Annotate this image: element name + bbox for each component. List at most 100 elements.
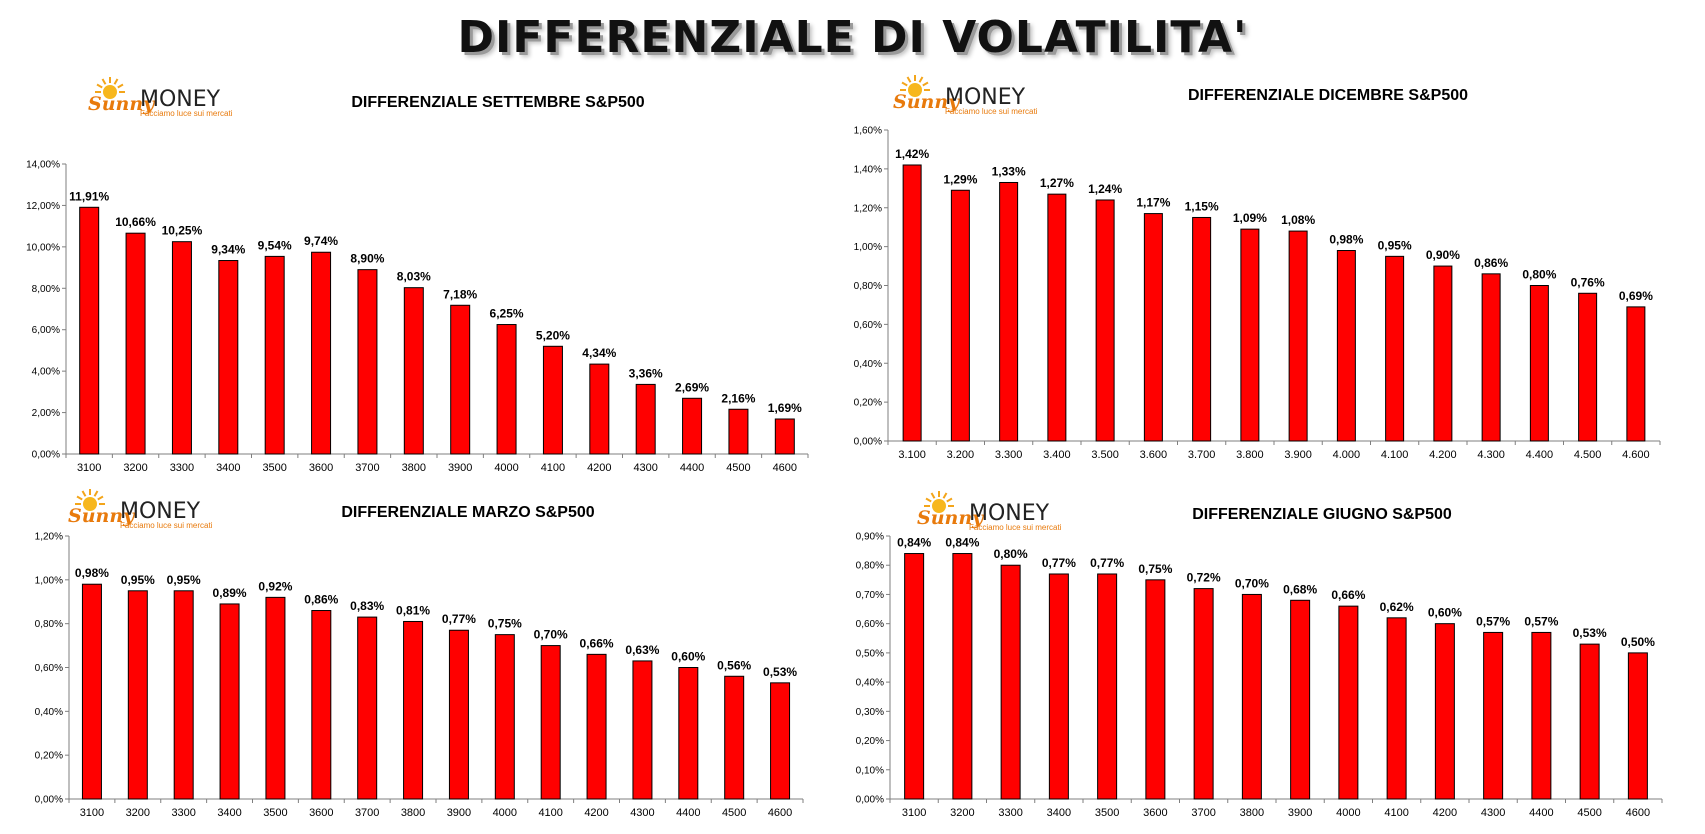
bar bbox=[1193, 588, 1214, 800]
chart-title: DIFFERENZIALE SETTEMBRE S&P500 bbox=[351, 94, 644, 111]
bar bbox=[1000, 564, 1021, 800]
bar bbox=[678, 667, 699, 800]
x-tick-label: 4400 bbox=[680, 462, 704, 474]
x-tick-label: 3200 bbox=[123, 462, 147, 474]
bar bbox=[1483, 631, 1504, 800]
x-tick-label: 3200 bbox=[126, 807, 150, 819]
x-tick-label: 3100 bbox=[77, 462, 101, 474]
x-tick-label: 3500 bbox=[263, 807, 287, 819]
x-tick-label: 4.100 bbox=[1381, 449, 1409, 461]
data-label: 1,08% bbox=[1281, 213, 1315, 227]
bar bbox=[125, 232, 146, 455]
x-tick-label: 3300 bbox=[998, 807, 1022, 819]
bar bbox=[774, 418, 795, 455]
x-tick-label: 4300 bbox=[633, 462, 657, 474]
x-tick-label: 4200 bbox=[584, 807, 608, 819]
sun-ray-icon bbox=[925, 497, 932, 503]
x-tick-label: 3400 bbox=[216, 462, 240, 474]
x-tick-label: 3.400 bbox=[1043, 449, 1071, 461]
data-label: 0,56% bbox=[717, 658, 751, 672]
y-tick-label: 2,00% bbox=[32, 408, 60, 419]
bar bbox=[632, 660, 653, 800]
data-label: 0,62% bbox=[1380, 600, 1414, 614]
data-label: 0,53% bbox=[763, 665, 797, 679]
logo-word-text: MONEY bbox=[945, 85, 1026, 110]
data-label: 0,76% bbox=[1571, 275, 1605, 289]
data-label: 0,90% bbox=[1426, 248, 1460, 262]
y-tick-label: 0,80% bbox=[854, 281, 882, 292]
data-label: 0,98% bbox=[1329, 233, 1363, 247]
data-label: 9,74% bbox=[304, 234, 338, 248]
bar bbox=[952, 553, 973, 800]
bar bbox=[403, 287, 424, 455]
x-tick-label: 4.600 bbox=[1622, 449, 1650, 461]
y-tick-label: 1,60% bbox=[854, 126, 882, 137]
data-label: 7,18% bbox=[443, 287, 477, 301]
data-label: 0,50% bbox=[1621, 635, 1655, 649]
bar bbox=[265, 596, 286, 800]
data-label: 1,42% bbox=[895, 147, 929, 161]
y-tick-label: 0,20% bbox=[35, 751, 63, 762]
bar bbox=[1048, 573, 1069, 800]
data-label: 9,34% bbox=[211, 243, 245, 257]
bar bbox=[1579, 643, 1600, 800]
bar bbox=[635, 383, 656, 455]
bar bbox=[264, 255, 285, 455]
data-label: 0,81% bbox=[396, 603, 430, 617]
data-label: 1,33% bbox=[992, 164, 1026, 178]
data-label: 0,80% bbox=[994, 547, 1028, 561]
data-label: 3,36% bbox=[629, 366, 663, 380]
x-tick-label: 3500 bbox=[262, 462, 286, 474]
logo-word-text: MONEY bbox=[969, 501, 1050, 526]
data-label: 1,29% bbox=[943, 172, 977, 186]
x-tick-label: 3600 bbox=[1143, 807, 1167, 819]
y-tick-label: 0,60% bbox=[35, 663, 63, 674]
sun-ray-icon bbox=[101, 78, 107, 85]
x-tick-label: 4200 bbox=[587, 462, 611, 474]
data-label: 0,95% bbox=[1378, 238, 1412, 252]
x-tick-label: 4600 bbox=[768, 807, 792, 819]
bar bbox=[1336, 250, 1356, 442]
y-tick-label: 14,00% bbox=[26, 160, 60, 171]
x-tick-label: 3700 bbox=[1191, 807, 1215, 819]
bar bbox=[1529, 285, 1549, 442]
x-tick-label: 4600 bbox=[773, 462, 797, 474]
chart-title: DIFFERENZIALE MARZO S&P500 bbox=[341, 504, 594, 521]
data-label: 8,03% bbox=[397, 270, 431, 284]
x-tick-label: 3.900 bbox=[1284, 449, 1312, 461]
x-tick-label: 3.600 bbox=[1140, 449, 1168, 461]
bar bbox=[496, 324, 517, 455]
x-tick-label: 4.300 bbox=[1477, 449, 1505, 461]
x-tick-label: 4500 bbox=[1577, 807, 1601, 819]
y-tick-label: 1,00% bbox=[35, 575, 63, 586]
bar bbox=[1386, 617, 1407, 800]
x-tick-label: 4100 bbox=[538, 807, 562, 819]
data-label: 1,69% bbox=[768, 401, 802, 415]
logo-tagline-text: Facciamo luce sui mercati bbox=[140, 109, 233, 118]
bar bbox=[1626, 306, 1646, 442]
bar bbox=[1385, 255, 1405, 442]
x-tick-label: 3800 bbox=[401, 807, 425, 819]
data-label: 11,91% bbox=[69, 189, 109, 203]
sun-ray-icon bbox=[946, 497, 953, 503]
sun-ray-icon bbox=[942, 492, 948, 499]
x-tick-label: 3600 bbox=[309, 462, 333, 474]
bar bbox=[1433, 265, 1453, 442]
y-tick-label: 4,00% bbox=[32, 367, 60, 378]
data-label: 2,69% bbox=[675, 380, 709, 394]
bar bbox=[1192, 216, 1212, 442]
data-label: 0,69% bbox=[1619, 289, 1653, 303]
data-label: 0,70% bbox=[1235, 576, 1269, 590]
x-tick-label: 3.500 bbox=[1091, 449, 1119, 461]
bar bbox=[173, 590, 194, 800]
y-tick-label: 0,00% bbox=[32, 450, 60, 461]
sun-icon bbox=[932, 499, 946, 513]
data-label: 10,25% bbox=[162, 224, 203, 238]
sun-ray-icon bbox=[901, 81, 908, 87]
bar bbox=[542, 345, 563, 455]
y-tick-label: 12,00% bbox=[26, 201, 60, 212]
data-label: 0,68% bbox=[1283, 582, 1317, 596]
x-tick-label: 3.200 bbox=[947, 449, 975, 461]
